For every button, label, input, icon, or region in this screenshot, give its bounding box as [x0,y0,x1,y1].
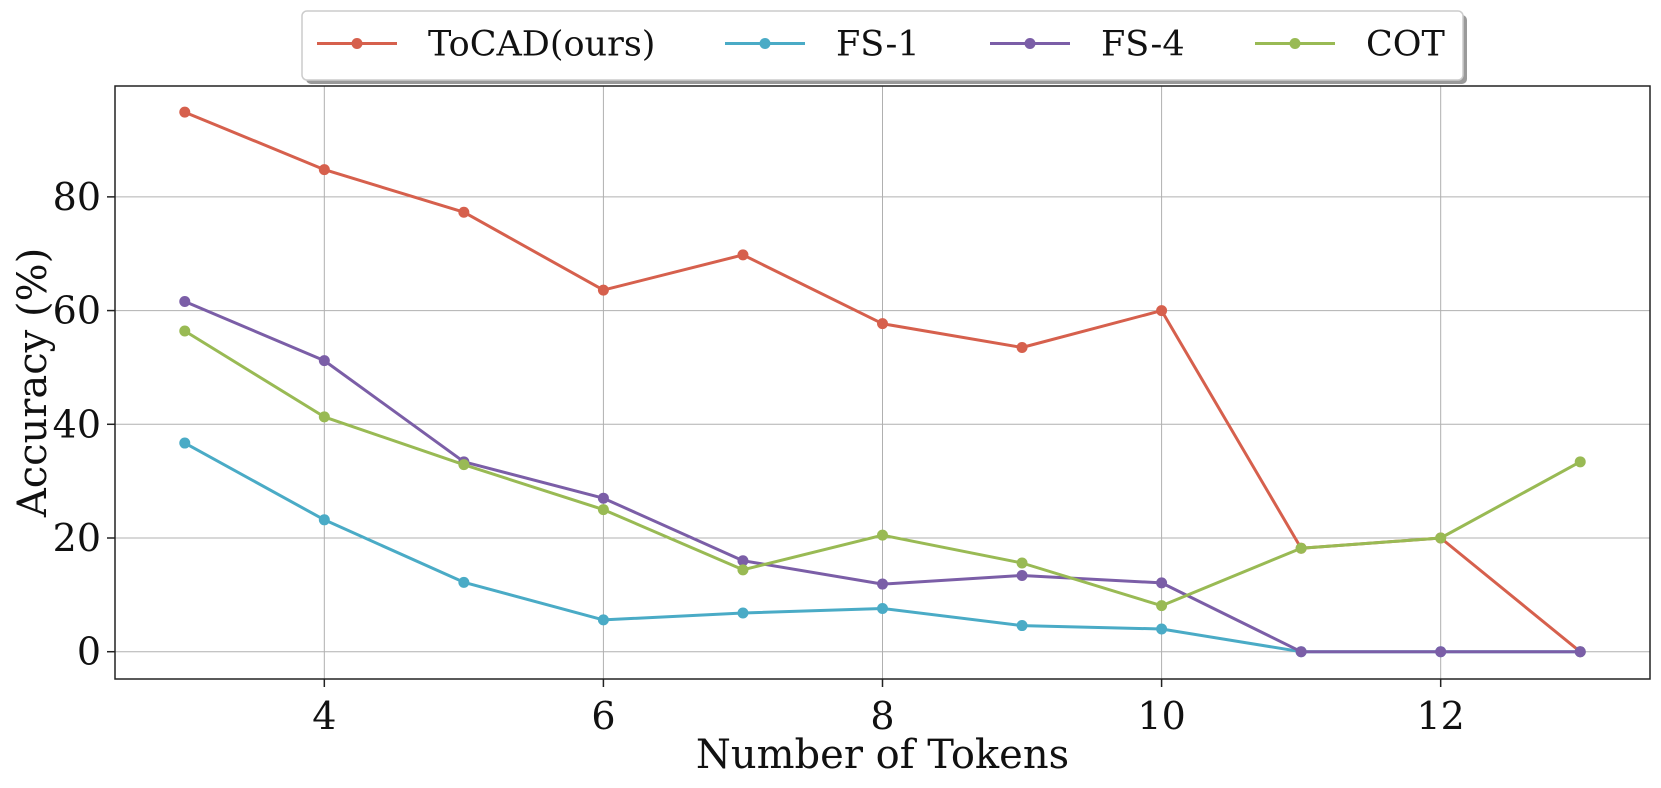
x-axis-title: Number of Tokens [696,732,1069,778]
data-point [877,529,888,541]
data-point [597,614,609,626]
data-point [318,355,330,367]
data-point [877,318,888,330]
legend-entry-1: FS-1 [725,25,920,65]
data-point [597,504,609,516]
legend-box [301,10,1464,81]
data-point [597,492,609,504]
data-point [458,206,470,218]
legend-marker [351,38,363,49]
data-point [318,514,330,526]
data-point [458,576,470,588]
data-point [1435,646,1447,658]
y-axis-title: Accuracy (%) [10,248,56,518]
legend-label: FS-1 [836,25,920,65]
x-tick-label: 12 [1417,694,1465,738]
legend-marker [1289,38,1301,49]
data-point [179,437,191,449]
data-point [179,295,191,307]
data-point [318,164,330,176]
data-point [1574,646,1586,658]
series-3 [179,325,1586,612]
data-point [318,411,330,423]
data-point [179,106,191,118]
data-point [1295,542,1307,554]
data-point [1156,600,1168,612]
legend-marker [1024,38,1036,49]
data-point [1295,646,1307,658]
y-tick-label: 40 [53,402,101,446]
y-tick-label: 80 [53,175,101,219]
y-axis-ticks: 0 20 40 60 80 [53,175,115,674]
legend-entry-2: FS-4 [990,25,1185,65]
legend: ToCAD(ours) FS-1 FS-4 COT [301,10,1467,84]
data-point [737,564,749,576]
data-point [1435,532,1447,544]
y-tick-label: 0 [77,630,101,674]
data-point [1156,623,1168,635]
legend-label: ToCAD(ours) [428,25,655,65]
data-point [737,607,749,619]
grid-lines [115,86,1650,679]
data-point [737,555,749,567]
data-point [1016,557,1028,569]
x-axis-ticks: 4 6 8 10 12 [312,679,1465,738]
x-tick-label: 6 [591,694,615,738]
data-point [1574,456,1586,468]
data-point [1156,305,1168,317]
data-point [877,578,888,590]
series-layer [179,106,1586,658]
data-point [1016,620,1028,632]
y-tick-label: 60 [53,289,101,333]
legend-entry-3: COT [1255,25,1445,65]
data-point [597,284,609,296]
x-tick-label: 8 [870,694,894,738]
legend-entry-0: ToCAD(ours) [317,25,655,65]
data-point [458,459,470,471]
x-tick-label: 4 [312,694,336,738]
legend-label: FS-4 [1101,25,1185,65]
data-point [1156,577,1168,589]
legend-label: COT [1366,25,1445,65]
legend-marker [759,38,771,49]
y-tick-label: 20 [53,516,101,560]
data-point [1016,342,1028,354]
data-point [179,325,191,337]
data-point [877,602,888,614]
x-tick-label: 10 [1137,694,1185,738]
data-point [737,249,749,261]
data-point [1016,570,1028,582]
